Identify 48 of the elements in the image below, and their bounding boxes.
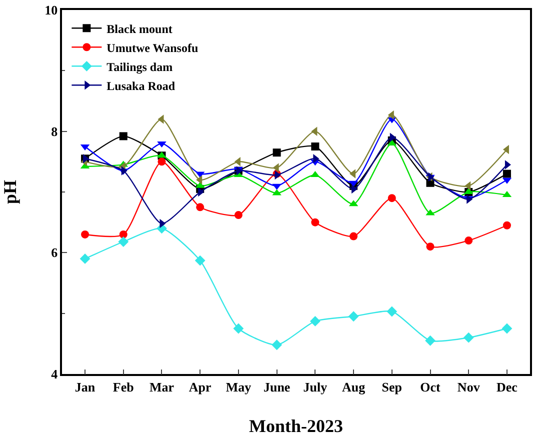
point	[196, 203, 204, 212]
point	[119, 230, 128, 238]
point	[502, 170, 511, 178]
point	[311, 142, 320, 150]
point	[502, 221, 511, 230]
y-tick-label: 10	[44, 2, 58, 18]
point	[311, 218, 320, 226]
legend-label: Black mount	[106, 22, 172, 36]
point	[310, 316, 320, 326]
point	[81, 230, 90, 238]
point	[119, 132, 128, 140]
y-tick-label: 8	[51, 124, 58, 139]
x-tick-label: Jan	[74, 379, 96, 394]
x-tick-label: Oct	[420, 379, 442, 394]
x-tick-label: Nov	[457, 379, 480, 394]
legend-label: Lusaka Road	[106, 78, 176, 93]
y-tick-label: 6	[51, 245, 58, 260]
point	[464, 236, 473, 245]
point	[463, 332, 474, 343]
x-tick-label: Aug	[342, 379, 366, 394]
x-tick-label: Apr	[188, 379, 212, 394]
x-tick-label: Sep	[382, 379, 402, 394]
x-tick-label: June	[263, 379, 290, 394]
y-axis-title: pH	[0, 180, 20, 204]
x-tick-label: Mar	[149, 379, 174, 394]
point	[348, 311, 359, 322]
point	[425, 335, 436, 346]
point	[118, 236, 129, 247]
legend-label: Umutwe Wansofu	[106, 40, 198, 55]
point	[80, 254, 90, 264]
x-axis-title: Month-2023	[249, 416, 343, 436]
point	[502, 323, 512, 334]
point	[388, 194, 396, 202]
point	[386, 306, 398, 317]
point	[194, 255, 206, 266]
point	[234, 211, 242, 220]
point	[233, 323, 244, 334]
legend-label: Tailings dam	[106, 60, 173, 74]
point	[426, 242, 434, 251]
point	[272, 340, 282, 350]
y-tick-label: 4	[51, 366, 58, 382]
point	[350, 232, 358, 240]
point	[272, 148, 281, 157]
x-tick-label: May	[226, 379, 252, 394]
x-tick-label: July	[303, 379, 328, 394]
point	[158, 158, 166, 166]
x-tick-label: Dec	[496, 379, 518, 394]
x-tick-label: Feb	[112, 379, 134, 394]
